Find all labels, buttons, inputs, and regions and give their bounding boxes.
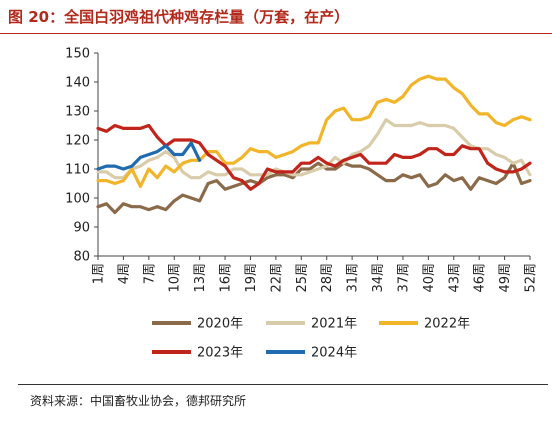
x-tick-label: 31周	[346, 263, 361, 293]
x-tick-label: 46周	[473, 263, 488, 293]
y-tick-label: 140	[65, 76, 90, 91]
x-tick-label: 13周	[193, 263, 208, 293]
x-tick-label: 37周	[396, 263, 411, 293]
x-tick-label: 10周	[168, 263, 183, 293]
footer-divider	[18, 384, 548, 385]
x-tick-label: 52周	[524, 263, 539, 293]
y-tick-label: 120	[65, 134, 90, 149]
x-tick-label: 7周	[142, 263, 157, 284]
legend-label: 2022年	[424, 317, 470, 332]
series-line-2022年	[96, 74, 532, 188]
y-tick-label: 80	[73, 250, 90, 265]
x-tick-label: 1周	[92, 263, 107, 284]
y-tick-label: 110	[65, 163, 90, 178]
x-tick-label: 43周	[447, 263, 462, 293]
x-tick-label: 4周	[117, 263, 132, 284]
x-tick-label: 49周	[498, 263, 513, 293]
x-tick-label: 28周	[320, 263, 335, 293]
chart-legend: 2020年 2021年 2022年 2023年 2024年	[152, 317, 470, 361]
legend-label: 2021年	[311, 317, 357, 332]
x-tick-label: 40周	[422, 263, 437, 293]
chart-series	[96, 74, 532, 215]
source-note: 资料来源：中国畜牧业协会，德邦研究所	[30, 394, 247, 408]
chart-title: 图 20：全国白羽鸡祖代种鸡存栏量（万套，在产）	[8, 8, 350, 26]
title-underline	[0, 33, 552, 34]
x-tick-label: 19周	[244, 263, 259, 293]
series-line-2024年	[96, 141, 202, 171]
x-tick-label: 25周	[295, 263, 310, 293]
y-tick-label: 100	[65, 192, 90, 207]
series-line-2021年	[96, 118, 532, 180]
chart-axes: 80 90 100 110 120 130 140 150 1周 4周 7周 10周 13周 16周 19周…	[65, 47, 538, 293]
y-tick-label: 90	[73, 221, 90, 236]
series-line-2020年	[96, 161, 532, 215]
y-tick-label: 130	[65, 105, 90, 120]
legend-label: 2023年	[197, 346, 243, 361]
legend-label: 2024年	[311, 346, 357, 361]
x-tick-label: 22周	[269, 263, 284, 293]
x-tick-label: 34周	[371, 263, 386, 293]
series-line-2023年	[96, 123, 532, 191]
x-tick-label: 16周	[219, 263, 234, 293]
legend-label: 2020年	[197, 317, 243, 332]
y-tick-label: 150	[65, 47, 90, 62]
